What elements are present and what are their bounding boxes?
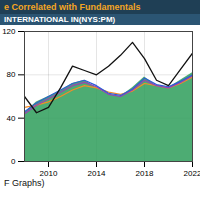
svg-text:0: 0 xyxy=(11,157,16,166)
svg-text:2010: 2010 xyxy=(40,169,58,177)
svg-text:2014: 2014 xyxy=(88,169,106,177)
svg-text:2018: 2018 xyxy=(136,169,154,177)
html-text:e Correlated with Fundamentals: e Correlated with Fundamentals xyxy=(4,2,141,12)
html-text:INTERNATIONAL IN(NYS:PM): INTERNATIONAL IN(NYS:PM) xyxy=(4,15,116,24)
html-text:F Graphs): F Graphs) xyxy=(4,178,45,188)
svg-text:2022: 2022 xyxy=(184,169,200,177)
svg-text:80: 80 xyxy=(7,70,16,79)
svg-text:40: 40 xyxy=(7,114,16,123)
svg-text:120: 120 xyxy=(2,27,16,36)
